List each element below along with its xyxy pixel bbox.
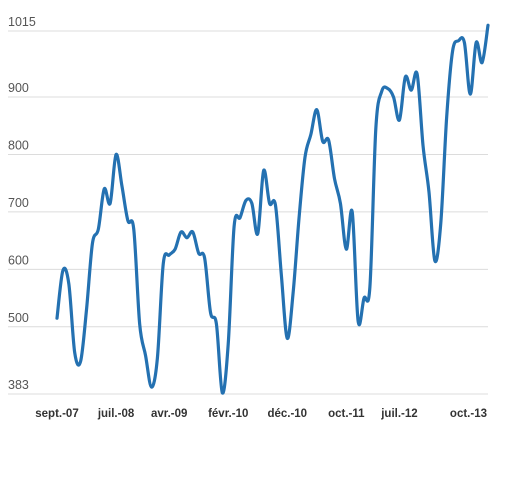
y-tick-label: 1015 [8, 15, 36, 29]
x-tick-label: juil.-08 [97, 408, 135, 420]
y-axis-tick-labels: 383 500 600 700 800 900 1015 [8, 15, 36, 392]
y-tick-label: 600 [8, 253, 29, 267]
x-tick-label: déc.-10 [267, 408, 307, 420]
y-tick-label: 800 [8, 138, 29, 152]
series-layer [55, 23, 490, 395]
x-tick-label: avr.-09 [151, 408, 187, 420]
x-tick-label: oct.-11 [328, 408, 365, 420]
y-tick-label: 500 [8, 311, 29, 325]
x-tick-label: sept.-07 [35, 408, 78, 420]
x-tick-label: oct.-13 [450, 408, 487, 420]
y-tick-label: 383 [8, 378, 29, 392]
y-tick-label: 900 [8, 81, 29, 95]
series-line [55, 23, 490, 395]
x-tick-label: juil.-12 [380, 408, 417, 420]
x-tick-label: févr.-10 [208, 408, 248, 420]
grid-layer [8, 30, 488, 395]
y-tick-label: 700 [8, 196, 29, 210]
x-axis-tick-labels: sept.-07 juil.-08 avr.-09 févr.-10 déc.-10 oc… [35, 408, 487, 420]
